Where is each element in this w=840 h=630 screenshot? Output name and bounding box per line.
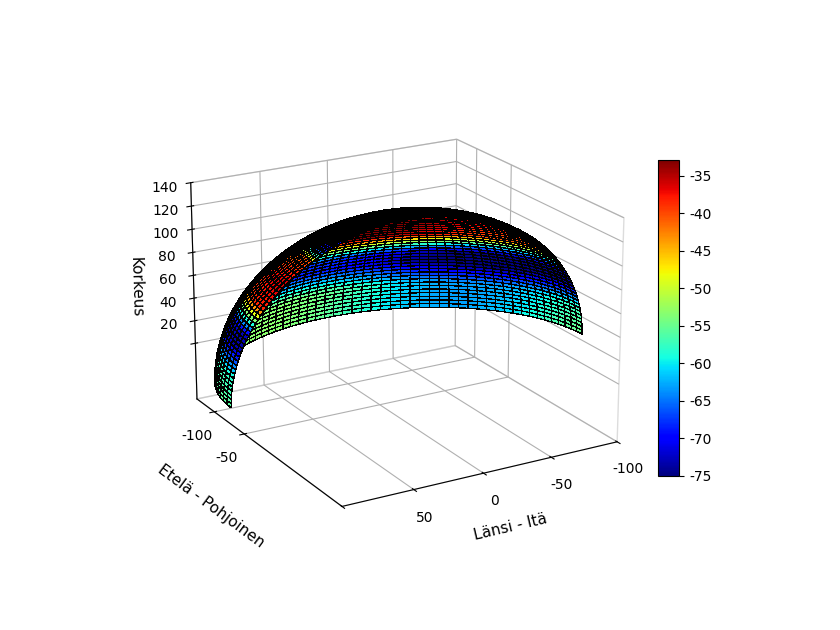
X-axis label: Länsi - Itä: Länsi - Itä [472, 511, 549, 543]
Y-axis label: Etelä - Pohjoinen: Etelä - Pohjoinen [155, 462, 267, 550]
